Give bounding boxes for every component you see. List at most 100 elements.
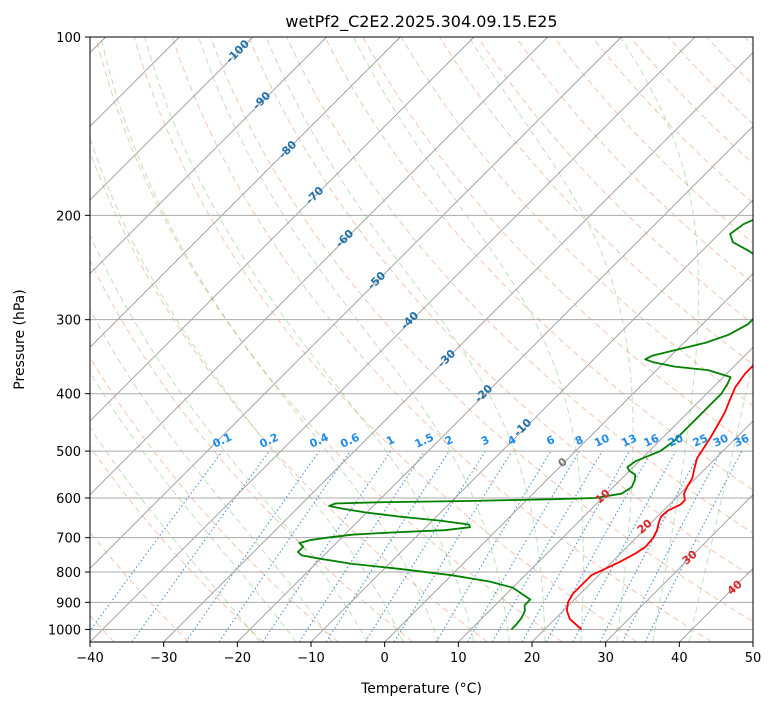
dry-adiabat-line — [90, 259, 414, 642]
y-tick-label: 300 — [56, 314, 81, 329]
mixing-ratio-line — [467, 450, 580, 642]
mixing-ratio-label: 2 — [443, 433, 455, 448]
mixing-ratio-label: 8 — [573, 433, 585, 448]
dry-adiabat-line — [90, 445, 264, 642]
temperature-profile — [566, 364, 753, 631]
mixing-ratio-label: 1.5 — [413, 431, 436, 451]
mixing-ratio-line — [185, 450, 320, 642]
isotherm-line — [605, 494, 753, 642]
moist-adiabat-line — [90, 426, 261, 642]
dry-adiabat-line — [668, 37, 753, 125]
y-tick-label: 400 — [56, 388, 81, 403]
dry-adiabat-line — [90, 356, 339, 642]
dry-adiabat-line — [171, 37, 712, 642]
moist-adiabat-label: 40 — [725, 577, 745, 597]
dry-adiabat-line — [133, 37, 638, 642]
mixing-ratio-line — [545, 450, 653, 642]
dry-adiabat-label: -50 — [365, 269, 388, 292]
dry-adiabat-line — [210, 37, 753, 623]
dewpoint-profile — [297, 218, 753, 631]
isotherm-lines — [90, 37, 753, 642]
mixing-ratio-line — [90, 450, 223, 632]
x-tick-label: −20 — [224, 651, 251, 666]
x-tick-label: 40 — [671, 651, 688, 666]
y-tick-label: 100 — [56, 31, 81, 46]
x-axis-ticks: −40 −30 −20 −10 0 10 20 30 40 50 — [76, 642, 761, 666]
y-tick-label: 800 — [56, 566, 81, 581]
x-tick-label: 10 — [450, 651, 467, 666]
x-tick-label: 50 — [745, 651, 762, 666]
isotherm-line — [163, 52, 753, 642]
mixing-ratio-label: 13 — [620, 432, 639, 450]
mixing-ratio-label: 20 — [666, 431, 686, 449]
mixing-ratio-label: 0.2 — [257, 431, 280, 451]
mixing-ratio-line — [325, 450, 450, 642]
mixing-ratio-line — [572, 450, 677, 642]
isotherm-line — [531, 420, 753, 642]
mixing-ratio-line — [435, 450, 552, 642]
dry-adiabat-line — [400, 37, 753, 407]
plot-frame — [89, 36, 754, 643]
y-tick-label: 500 — [56, 445, 81, 460]
y-tick-label: 600 — [56, 492, 81, 507]
dry-adiabats — [90, 37, 753, 642]
isotherm-line — [90, 37, 548, 496]
isotherm-line — [310, 199, 753, 642]
mixing-ratio-label: 0.4 — [307, 430, 330, 450]
dry-adiabat-label: -70 — [303, 184, 326, 207]
x-tick-label: −10 — [297, 651, 324, 666]
dry-adiabat-line — [90, 531, 190, 642]
x-tick-label: 20 — [524, 651, 541, 666]
moist-adiabat-line — [198, 37, 510, 642]
isotherm-line — [90, 37, 254, 201]
dry-adiabat-label: -60 — [333, 227, 356, 250]
dry-adiabat-line — [744, 37, 753, 47]
y-tick-label: 900 — [56, 596, 81, 611]
dry-adiabat-label: -100 — [223, 37, 252, 66]
mixing-ratio-label: 36 — [732, 431, 752, 449]
x-tick-label: −40 — [76, 651, 103, 666]
y-tick-label: 1000 — [48, 623, 81, 638]
dry-adiabat-line — [248, 37, 753, 578]
moist-adiabat-line — [100, 37, 439, 642]
isotherm-line — [90, 37, 622, 569]
isotherm-line — [90, 37, 327, 275]
dry-adiabat-line — [324, 37, 753, 491]
moist-adiabat-label: 20 — [635, 516, 655, 536]
y-tick-label: 700 — [56, 532, 81, 547]
plot-area: -100-90-80-70-60-50-40-30-20-100.1 0.2 0.4… — [90, 37, 753, 642]
mixing-ratio-line — [298, 450, 425, 642]
isotherm-line — [90, 37, 696, 642]
x-tick-label: −30 — [150, 651, 177, 666]
mixing-ratio-label: 16 — [642, 431, 662, 449]
mixing-ratio-line — [218, 450, 351, 642]
moist-adiabat-line — [620, 37, 700, 642]
mixing-ratio-label: 6 — [544, 433, 557, 448]
mixing-ratio-label: 25 — [691, 432, 710, 450]
mixing-ratio-label: 3 — [479, 433, 491, 448]
moist-adiabat-line — [353, 37, 584, 642]
dry-adiabat-label: -40 — [398, 309, 421, 332]
dry-adiabat-line — [477, 37, 753, 325]
isotherm-line — [90, 37, 401, 348]
y-axis-ticks: 100 200 300 400 500 600 700 800 900 1000 — [48, 31, 90, 638]
moist-adiabat-line — [265, 37, 546, 642]
dry-adiabat-line — [515, 37, 753, 284]
moist-adiabat-line — [90, 308, 333, 642]
moist-adiabat-line — [90, 371, 297, 642]
moist-adiabat-line — [468, 37, 634, 642]
dry-adiabat-line — [90, 150, 488, 642]
mixing-ratio-label: 10 — [592, 431, 612, 449]
isotherm-line — [458, 346, 753, 642]
dry-adiabat-label: -10 — [511, 416, 534, 439]
isotherm-line — [237, 125, 753, 642]
mixing-ratio-line — [393, 450, 513, 642]
moist-adiabat-line — [90, 136, 404, 642]
moist-adiabat-label: 10 — [593, 486, 613, 506]
dry-adiabat-label: -90 — [250, 89, 273, 112]
isotherm-line — [384, 273, 753, 642]
mixing-ratio-label: 1 — [384, 433, 396, 448]
mixing-ratio-line — [521, 450, 630, 642]
mixing-ratio-line — [131, 450, 270, 642]
y-axis-label: Pressure (hPa) — [12, 289, 28, 389]
